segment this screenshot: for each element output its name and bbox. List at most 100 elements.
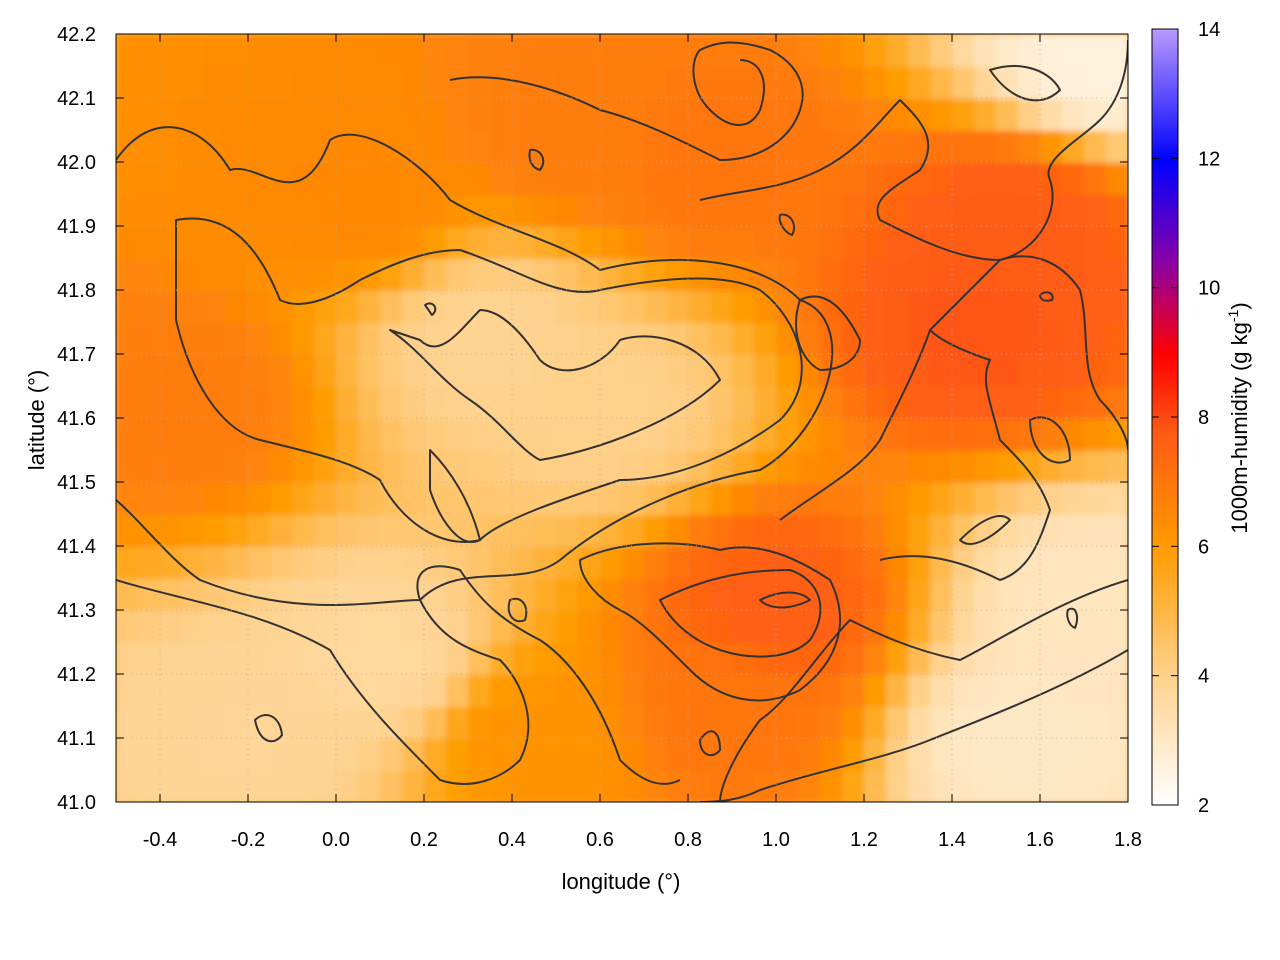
heatmap-cell xyxy=(952,98,975,131)
contour-line xyxy=(254,714,283,743)
heatmap-cell xyxy=(578,162,601,195)
heatmap-cell xyxy=(578,194,601,227)
heatmap-cell xyxy=(226,450,249,483)
heatmap-cell xyxy=(468,482,491,515)
heatmap-cell xyxy=(204,674,227,707)
heatmap-cell xyxy=(182,258,205,291)
heatmap-cell xyxy=(908,674,931,707)
heatmap-cell xyxy=(116,98,139,131)
heatmap-cell xyxy=(204,610,227,643)
heatmap-cell xyxy=(1084,642,1107,675)
heatmap-cell xyxy=(974,34,997,67)
heatmap-cell xyxy=(974,514,997,547)
heatmap-cell xyxy=(336,354,359,387)
heatmap-cell xyxy=(270,386,293,419)
heatmap-cell xyxy=(292,258,315,291)
heatmap-cell xyxy=(776,610,799,643)
heatmap-cell xyxy=(600,450,623,483)
heatmap-cell xyxy=(138,98,161,131)
heatmap-cell xyxy=(820,130,843,163)
heatmap-cell xyxy=(446,162,469,195)
heatmap-cell xyxy=(622,546,645,579)
heatmap-cell xyxy=(226,226,249,259)
heatmap-cell xyxy=(754,98,777,131)
heatmap-cell xyxy=(380,770,403,802)
heatmap-cell xyxy=(776,418,799,451)
heatmap-cell xyxy=(1062,162,1085,195)
heatmap-cell xyxy=(754,354,777,387)
heatmap-cell xyxy=(446,354,469,387)
heatmap-cell xyxy=(754,706,777,739)
heatmap-cell xyxy=(248,610,271,643)
heatmap-cell xyxy=(468,706,491,739)
y-tick-label: 41.2 xyxy=(57,664,96,686)
heatmap-cell xyxy=(182,418,205,451)
heatmap-cell xyxy=(930,450,953,483)
heatmap-cell xyxy=(1040,66,1063,99)
heatmap-cell xyxy=(1106,674,1128,707)
heatmap-cell xyxy=(1018,514,1041,547)
heatmap-cell xyxy=(798,770,821,802)
heatmap-cell xyxy=(798,706,821,739)
heatmap-cell xyxy=(666,34,689,67)
heatmap-cell xyxy=(666,226,689,259)
heatmap-cell xyxy=(358,610,381,643)
heatmap-cell xyxy=(490,674,513,707)
heatmap-cell xyxy=(622,162,645,195)
heatmap-cell xyxy=(314,162,337,195)
heatmap-cell xyxy=(842,194,865,227)
heatmap-cell xyxy=(138,418,161,451)
heatmap-cell xyxy=(842,514,865,547)
heatmap-cell xyxy=(930,130,953,163)
heatmap-cell xyxy=(578,610,601,643)
heatmap-cell xyxy=(182,482,205,515)
heatmap-cell xyxy=(666,546,689,579)
heatmap-cell xyxy=(974,162,997,195)
heatmap-cell xyxy=(270,770,293,802)
y-tick-label: 41.7 xyxy=(57,344,96,366)
heatmap-cell xyxy=(930,258,953,291)
contour-line xyxy=(116,565,681,785)
heatmap-cell xyxy=(336,418,359,451)
heatmap-cell xyxy=(996,386,1019,419)
heatmap-cell xyxy=(600,610,623,643)
heatmap-cell xyxy=(182,322,205,355)
heatmap-cell xyxy=(402,514,425,547)
heatmap-cell xyxy=(358,738,381,771)
x-tick-label: 0.0 xyxy=(322,829,350,851)
contour-line xyxy=(389,309,721,461)
heatmap-cell xyxy=(270,130,293,163)
heatmap-cell xyxy=(446,642,469,675)
heatmap-cell xyxy=(556,450,579,483)
heatmap-cell xyxy=(908,514,931,547)
heatmap-cell xyxy=(644,162,667,195)
heatmap-cell xyxy=(1018,386,1041,419)
heatmap-cell xyxy=(1106,546,1128,579)
heatmap-cell xyxy=(644,226,667,259)
heatmap-cell xyxy=(578,482,601,515)
heatmap-cell xyxy=(138,770,161,802)
heatmap-cell xyxy=(1106,98,1128,131)
heatmap-cell xyxy=(776,386,799,419)
heatmap-cell xyxy=(358,322,381,355)
heatmap-cell xyxy=(248,354,271,387)
heatmap-cell xyxy=(600,162,623,195)
heatmap-cell xyxy=(952,482,975,515)
heatmap-cell xyxy=(204,194,227,227)
heatmap-cell xyxy=(798,66,821,99)
heatmap-cell xyxy=(380,258,403,291)
heatmap-cell xyxy=(556,578,579,611)
heatmap-cell xyxy=(336,578,359,611)
heatmap-cell xyxy=(622,450,645,483)
heatmap-cell xyxy=(776,66,799,99)
heatmap-cell xyxy=(974,98,997,131)
heatmap-cell xyxy=(204,162,227,195)
heatmap-cell xyxy=(798,226,821,259)
heatmap-cell xyxy=(1106,450,1128,483)
heatmap-cell xyxy=(116,418,139,451)
heatmap-cell xyxy=(358,354,381,387)
heatmap-cell xyxy=(886,450,909,483)
heatmap-cell xyxy=(204,34,227,67)
y-tick-label: 41.0 xyxy=(57,792,96,814)
heatmap-cell xyxy=(270,642,293,675)
